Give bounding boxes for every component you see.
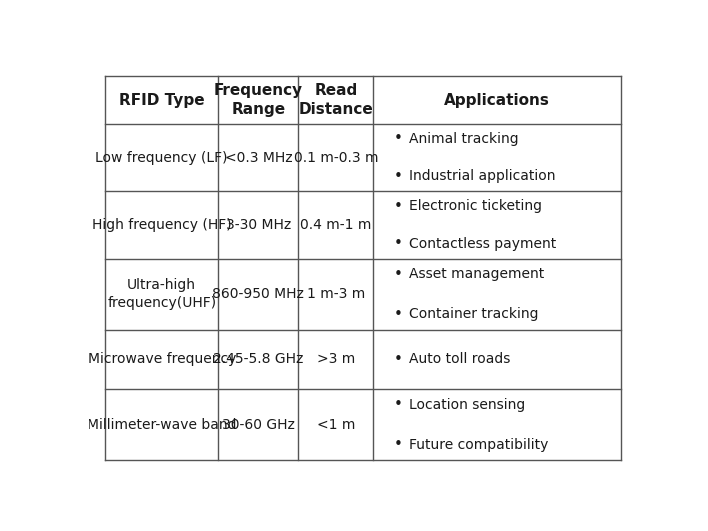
- Text: <1 m: <1 m: [316, 418, 355, 432]
- Text: •: •: [394, 352, 402, 367]
- Text: Auto toll roads: Auto toll roads: [409, 353, 510, 366]
- Text: 860-950 MHz: 860-950 MHz: [212, 287, 304, 301]
- Text: Microwave frequency: Microwave frequency: [88, 353, 236, 366]
- Text: •: •: [394, 199, 402, 213]
- Text: •: •: [394, 397, 402, 413]
- Text: 3-30 MHz: 3-30 MHz: [226, 218, 291, 232]
- Text: 30-60 GHz: 30-60 GHz: [222, 418, 295, 432]
- Text: •: •: [394, 437, 402, 452]
- Text: •: •: [394, 236, 402, 251]
- Text: Asset management: Asset management: [409, 267, 544, 281]
- Text: Animal tracking: Animal tracking: [409, 132, 518, 146]
- Text: Millimeter-wave band: Millimeter-wave band: [87, 418, 236, 432]
- Text: Low frequency (LF): Low frequency (LF): [96, 151, 228, 165]
- Text: <0.3 MHz: <0.3 MHz: [224, 151, 292, 165]
- Text: Future compatibility: Future compatibility: [409, 438, 548, 452]
- Text: High frequency (HF): High frequency (HF): [92, 218, 232, 232]
- Text: •: •: [394, 267, 402, 281]
- Text: 1 m-3 m: 1 m-3 m: [307, 287, 365, 301]
- Text: 0.4 m-1 m: 0.4 m-1 m: [300, 218, 372, 232]
- Text: Container tracking: Container tracking: [409, 307, 538, 321]
- Text: •: •: [394, 131, 402, 147]
- Text: Applications: Applications: [444, 92, 550, 107]
- Text: Industrial application: Industrial application: [409, 169, 555, 184]
- Text: 0.1 m-0.3 m: 0.1 m-0.3 m: [294, 151, 378, 165]
- Text: Location sensing: Location sensing: [409, 398, 525, 412]
- Text: Electronic ticketing: Electronic ticketing: [409, 199, 542, 213]
- Text: Frequency
Range: Frequency Range: [214, 83, 303, 117]
- Text: >3 m: >3 m: [316, 353, 355, 366]
- Text: Ultra-high
frequency(UHF): Ultra-high frequency(UHF): [107, 278, 216, 310]
- Text: RFID Type: RFID Type: [119, 92, 205, 107]
- Text: 2.45-5.8 GHz: 2.45-5.8 GHz: [213, 353, 304, 366]
- Text: Read
Distance: Read Distance: [298, 83, 373, 117]
- Text: •: •: [394, 169, 402, 184]
- Text: •: •: [394, 306, 402, 321]
- Text: Contactless payment: Contactless payment: [409, 237, 556, 251]
